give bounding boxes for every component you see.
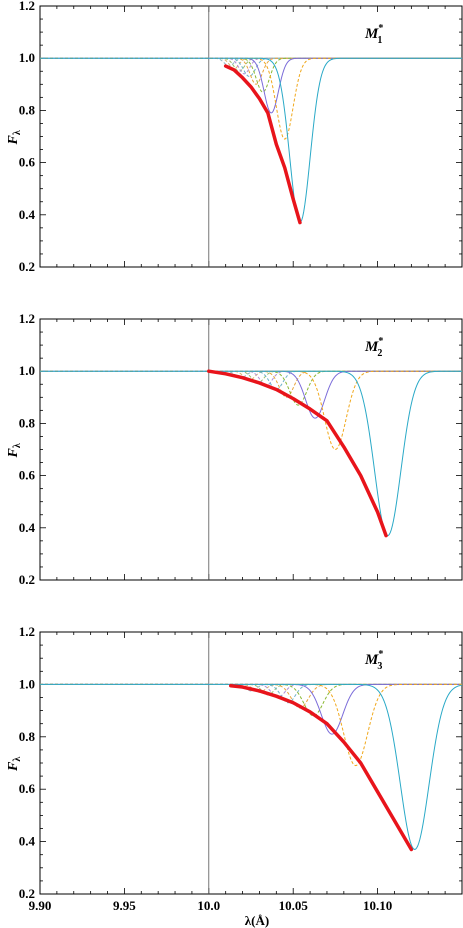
- panel-title-subscript: 2: [377, 348, 382, 359]
- y-tick-label: 1.2: [19, 624, 35, 639]
- y-tick-label: 0.8: [19, 102, 36, 117]
- line-profile: [40, 57, 462, 140]
- line-profile: [40, 57, 462, 75]
- y-axis-label: Fλ: [6, 130, 23, 145]
- line-profile: [40, 57, 462, 77]
- y-axis-label-subscript: λ: [12, 443, 23, 448]
- line-profile: [40, 370, 462, 419]
- line-profile: [40, 370, 462, 398]
- y-tick-label: 1.0: [19, 50, 35, 65]
- plot-area: [40, 683, 462, 852]
- y-tick-label: 0.6: [19, 468, 36, 483]
- panel-1: 0.2 0.4 0.6 0.8 1.0 1.2 Fλ M* 1: [6, 0, 463, 274]
- y-tick-label: 0.6: [19, 781, 36, 796]
- x-tick-label: 10.05: [279, 898, 309, 913]
- plot-frame: [39, 5, 463, 268]
- y-tick-label: 0.8: [19, 729, 36, 744]
- y-tick-label: 0.2: [19, 259, 35, 274]
- line-profile: [40, 57, 462, 85]
- envelope-curve: [223, 64, 302, 225]
- x-tick-label: 9.90: [29, 898, 52, 913]
- y-tick-label: 1.2: [19, 311, 35, 326]
- y-axis-label-subscript: λ: [12, 130, 23, 135]
- line-profile: [40, 683, 462, 735]
- panel-3: 0.2 0.4 0.6 0.8 1.0 1.2 Fλ M* 3 9.90 9.95 10.0 10.05…: [6, 624, 463, 928]
- line-profile: [40, 57, 462, 224]
- line-profile: [40, 370, 462, 451]
- panel-title: M* 1: [364, 23, 383, 46]
- y-tick-label: 0.2: [19, 572, 35, 587]
- panel-title: M* 2: [364, 336, 383, 359]
- line-profile: [40, 370, 462, 406]
- x-tick-label: 10.10: [363, 898, 392, 913]
- line-profile: [40, 370, 462, 387]
- panel-title: M* 3: [364, 649, 383, 672]
- y-tick-label: 0.2: [19, 886, 35, 901]
- plot-area: [40, 57, 462, 225]
- line-profile: [40, 683, 462, 767]
- envelope-curve: [228, 683, 414, 852]
- envelope-curve: [207, 369, 388, 538]
- x-tick-label: 9.95: [113, 898, 136, 913]
- panel-title-superscript: *: [378, 336, 383, 347]
- line-profile: [40, 57, 462, 72]
- y-tick-label: 0.4: [19, 834, 36, 849]
- x-tick-label: 10.0: [197, 898, 220, 913]
- y-tick-label: 0.4: [19, 520, 36, 535]
- plot-frame: [39, 631, 463, 895]
- y-tick-label: 0.6: [19, 155, 36, 170]
- y-tick-label: 1.2: [19, 0, 35, 13]
- panel-title-superscript: *: [378, 23, 383, 34]
- y-axis-label: Fλ: [6, 443, 23, 458]
- y-tick-label: 1.0: [19, 676, 35, 691]
- plot-frame: [39, 318, 463, 581]
- plot-area: [40, 369, 462, 538]
- x-axis-label: λ(Å): [245, 913, 269, 928]
- line-profile: [40, 370, 462, 537]
- y-tick-label: 0.8: [19, 415, 36, 430]
- line-profile: [40, 683, 462, 850]
- panel-title-subscript: 3: [377, 661, 382, 672]
- y-tick-label: 1.0: [19, 363, 35, 378]
- y-axis-label: Fλ: [6, 757, 23, 772]
- panel-2: 0.2 0.4 0.6 0.8 1.0 1.2 Fλ M* 2: [6, 311, 463, 587]
- panel-title-subscript: 1: [377, 35, 382, 46]
- panel-title-superscript: *: [378, 649, 383, 660]
- y-tick-label: 0.4: [19, 207, 36, 222]
- y-axis-label-subscript: λ: [12, 757, 23, 762]
